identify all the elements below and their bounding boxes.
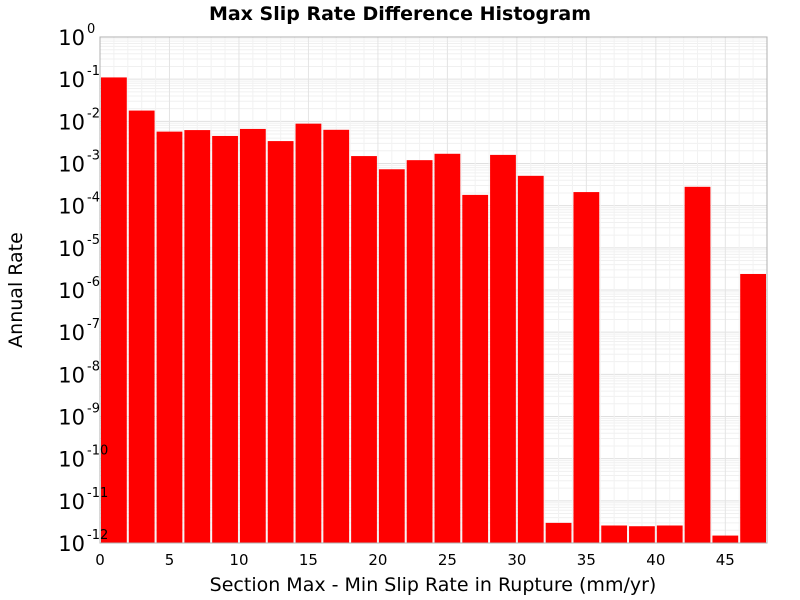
y-tick-exponent: -11 xyxy=(87,486,108,501)
y-tick-exponent: -1 xyxy=(87,64,100,79)
y-tick-label: 10 -12 xyxy=(58,528,108,556)
x-tick-label: 30 xyxy=(507,551,526,569)
y-tick-label: 10 -6 xyxy=(58,275,100,303)
histogram-bar xyxy=(267,141,294,544)
y-tick-base: 10 xyxy=(58,363,85,387)
histogram-bar xyxy=(101,77,127,544)
histogram-bar xyxy=(434,153,461,544)
y-tick-base: 10 xyxy=(58,26,85,50)
histogram-bar xyxy=(351,156,377,543)
x-tick-label: 15 xyxy=(299,551,318,569)
histogram-bar xyxy=(378,169,405,543)
y-tick-base: 10 xyxy=(58,321,85,345)
histogram-bar xyxy=(545,522,572,543)
y-tick-exponent: -3 xyxy=(87,149,100,164)
y-tick-base: 10 xyxy=(58,237,85,261)
y-tick-base: 10 xyxy=(58,68,85,92)
histogram-bar xyxy=(656,525,683,543)
histogram-bar xyxy=(740,273,766,543)
grid-lines xyxy=(99,37,768,544)
y-tick-label: 10 -10 xyxy=(58,444,108,472)
plot-border xyxy=(99,36,768,544)
y-axis-ticks: 10 010 -110 -210 -310 -410 -510 -610 -710 -810 -91… xyxy=(58,22,108,556)
x-tick-label: 35 xyxy=(577,551,596,569)
y-tick-exponent: -8 xyxy=(87,359,100,374)
histogram-bar xyxy=(490,154,516,543)
y-tick-label: 10 -2 xyxy=(58,106,100,134)
y-tick-base: 10 xyxy=(58,195,85,219)
histogram-bar xyxy=(184,130,211,544)
y-tick-base: 10 xyxy=(58,279,85,303)
histogram-bar xyxy=(684,186,711,543)
histogram-bar xyxy=(323,129,350,543)
y-tick-base: 10 xyxy=(58,532,85,556)
histogram-bar xyxy=(295,123,322,543)
x-axis-ticks: 0 5 10 15 20 25 30 35 40 45 xyxy=(95,551,735,569)
histogram-bar xyxy=(629,526,655,543)
bars xyxy=(101,77,766,544)
y-tick-base: 10 xyxy=(58,448,85,472)
histogram-bar xyxy=(406,160,433,543)
y-tick-label: 10 -1 xyxy=(58,64,100,92)
x-tick-label: 20 xyxy=(368,551,387,569)
y-tick-exponent: -7 xyxy=(87,317,100,332)
y-tick-exponent: -12 xyxy=(87,528,108,543)
y-tick-label: 10 -11 xyxy=(58,486,108,514)
chart-title: Max Slip Rate Difference Histogram xyxy=(209,3,591,25)
histogram-bar xyxy=(156,131,183,544)
x-tick-label: 10 xyxy=(229,551,248,569)
histogram-bar xyxy=(128,110,155,544)
histogram-bar xyxy=(573,192,600,543)
x-tick-label: 5 xyxy=(165,551,175,569)
y-tick-base: 10 xyxy=(58,406,85,430)
x-tick-label: 45 xyxy=(716,551,735,569)
y-tick-exponent: -5 xyxy=(87,233,100,248)
y-tick-exponent: -9 xyxy=(87,402,100,417)
x-tick-label: 40 xyxy=(646,551,665,569)
histogram-bar xyxy=(601,525,628,543)
histogram-bar xyxy=(712,535,739,543)
y-tick-label: 10 0 xyxy=(58,22,95,50)
y-tick-exponent: -10 xyxy=(87,444,108,459)
y-tick-base: 10 xyxy=(58,153,85,177)
y-tick-exponent: -2 xyxy=(87,106,100,121)
y-tick-label: 10 -4 xyxy=(58,191,100,219)
histogram-bar xyxy=(517,175,544,543)
y-tick-label: 10 -5 xyxy=(58,233,100,261)
y-tick-label: 10 -7 xyxy=(58,317,100,345)
y-tick-label: 10 -3 xyxy=(58,149,100,177)
x-axis-label: Section Max - Min Slip Rate in Rupture (… xyxy=(210,574,657,596)
y-tick-base: 10 xyxy=(58,110,85,134)
y-axis-label: Annual Rate xyxy=(5,232,27,348)
x-tick-label: 25 xyxy=(438,551,457,569)
histogram-bar xyxy=(212,135,238,543)
histogram-bar xyxy=(462,194,489,543)
y-tick-exponent: -4 xyxy=(87,191,100,206)
histogram-bar xyxy=(239,128,266,543)
y-tick-base: 10 xyxy=(58,490,85,514)
x-tick-label: 0 xyxy=(95,551,105,569)
y-tick-exponent: 0 xyxy=(87,22,95,37)
y-tick-exponent: -6 xyxy=(87,275,100,290)
y-tick-label: 10 -8 xyxy=(58,359,100,387)
y-tick-label: 10 -9 xyxy=(58,402,100,430)
